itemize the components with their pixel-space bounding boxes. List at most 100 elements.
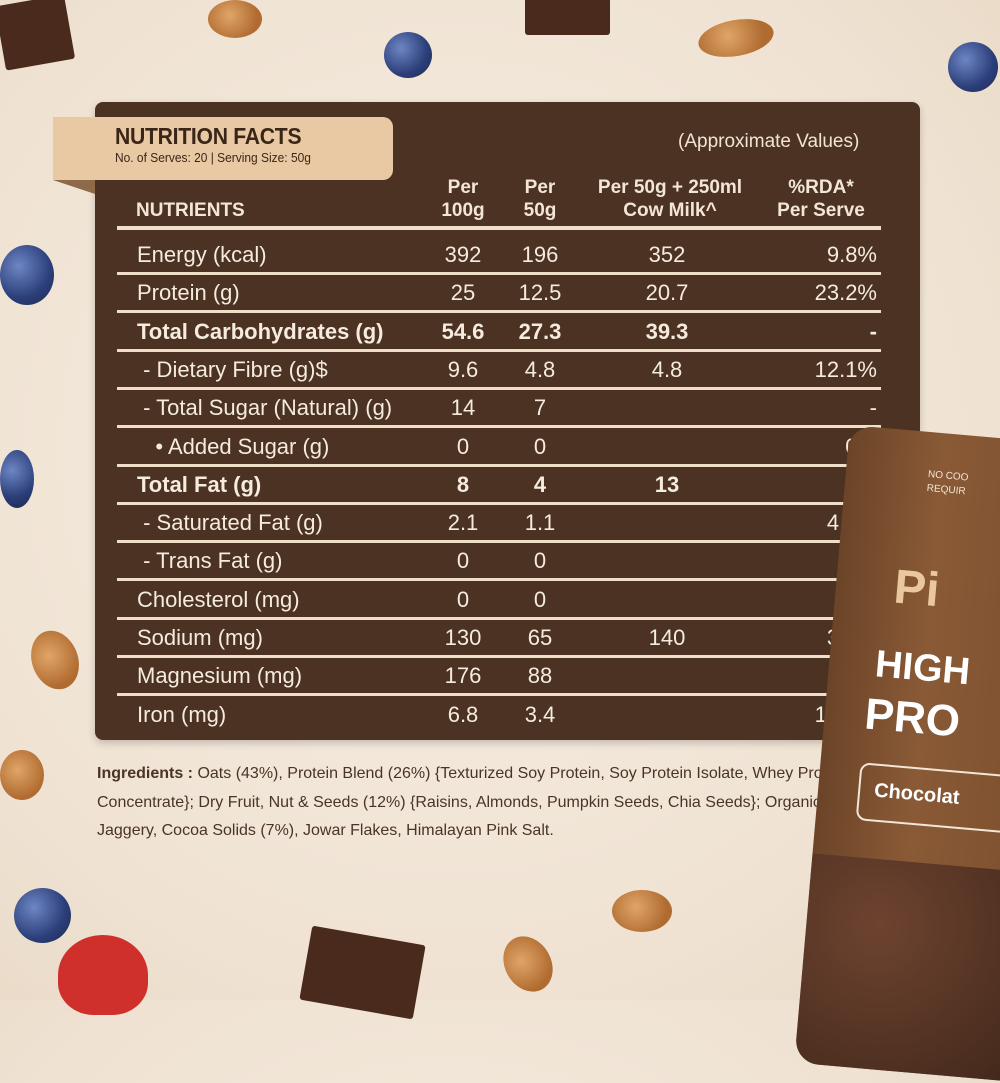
blueberry — [384, 32, 432, 78]
row-divider — [117, 272, 881, 275]
ingredients-label: Ingredients : — [97, 765, 194, 782]
table-row: Energy (kcal) 392 196 352 9.8% — [117, 236, 881, 274]
header-divider — [117, 226, 881, 230]
row-divider — [117, 425, 881, 429]
row-divider — [117, 348, 881, 352]
blueberry — [948, 42, 998, 92]
value-per-100g: 0 — [456, 433, 470, 459]
nutrition-table-panel — [95, 102, 920, 740]
value-per-50g: 12.5 — [518, 280, 562, 306]
nutrient-name: - Dietary Fibre (g)$ — [137, 356, 328, 382]
value-per-50g: 7 — [533, 395, 547, 421]
value-per-100g: 0 — [456, 548, 470, 574]
value-per-50g: 3.4 — [524, 701, 556, 727]
value-per-50g: 65 — [527, 625, 553, 650]
table-row: Cholesterol (mg) 0 0 - — [117, 581, 881, 619]
value-with-milk: 140 — [648, 625, 686, 650]
header-per-50g-milk: Per 50g + 250ml Cow Milk^ — [580, 176, 760, 222]
ingredients-text: Ingredients : Oats (43%), Protein Blend … — [97, 760, 857, 846]
nutrient-name: Protein (g) — [137, 280, 240, 306]
value-per-100g: 0 — [456, 586, 470, 612]
table-row: Iron (mg) 6.8 3.4 17.9% — [117, 696, 881, 734]
chocolate-piece — [299, 925, 426, 1020]
nutrient-name: Total Carbohydrates (g) — [137, 318, 384, 344]
row-divider — [117, 655, 881, 658]
pouch-flavour: Chocolat — [855, 762, 1000, 838]
table-row: Sodium (mg) 130 65 140 3.3% — [117, 619, 881, 657]
value-per-100g: 6.8 — [447, 701, 479, 727]
almond — [0, 750, 44, 800]
pouch-line1: HIGH — [873, 643, 972, 694]
almond — [493, 927, 563, 1001]
value-per-50g: 196 — [521, 242, 559, 267]
header-per-100g: Per 100g — [423, 176, 503, 222]
row-divider — [117, 463, 881, 467]
header-line: 100g — [441, 200, 485, 221]
nutrient-name: Iron (mg) — [137, 701, 227, 727]
table-row: • Added Sugar (g) 0 0 0% — [117, 428, 881, 466]
row-divider — [117, 578, 881, 582]
nutrient-name: Energy (kcal) — [137, 242, 267, 267]
table-row: - Dietary Fibre (g)$ 9.6 4.8 4.8 12.1% — [117, 351, 881, 389]
nutrient-name: • Added Sugar (g) — [137, 433, 330, 459]
table-row: Protein (g) 25 12.5 20.7 23.2% — [117, 274, 881, 312]
value-per-50g: 88 — [527, 663, 553, 689]
value-per-100g: 14 — [450, 395, 476, 421]
tab-fold — [53, 180, 95, 194]
value-per-50g: 0 — [533, 586, 547, 612]
header-line: 50g — [523, 200, 557, 221]
row-divider — [117, 693, 881, 697]
chocolate-piece — [525, 0, 610, 35]
nutrient-name: - Total Sugar (Natural) (g) — [137, 395, 393, 421]
nutrient-name: Magnesium (mg) — [137, 663, 303, 689]
nutrient-name: - Trans Fat (g) — [137, 548, 283, 574]
header-line: Per 50g + 250ml — [597, 177, 743, 198]
value-per-100g: 2.1 — [447, 510, 479, 536]
table-row: - Total Sugar (Natural) (g) 14 7 - — [117, 389, 881, 427]
pouch-brand: Pi — [891, 560, 942, 618]
value-per-50g: 0 — [533, 433, 547, 459]
value-per-50g: 1.1 — [524, 510, 556, 536]
header-nutrients: NUTRIENTS — [136, 200, 245, 221]
almond — [23, 623, 87, 697]
value-per-100g: 130 — [444, 625, 482, 650]
chocolate-piece — [0, 0, 76, 71]
value-per-100g: 392 — [444, 242, 482, 267]
row-divider — [117, 616, 881, 620]
row-divider — [117, 540, 881, 544]
header-rda: %RDA* Per Serve — [766, 176, 876, 222]
table-row: - Saturated Fat (g) 2.1 1.1 4.8% — [117, 504, 881, 542]
table-row: Total Fat (g) 8 4 13 6% — [117, 466, 881, 504]
value-per-50g: 4 — [533, 471, 547, 497]
pouch-bowl-image — [794, 853, 1000, 1083]
value-per-100g: 54.6 — [441, 318, 485, 344]
nutrient-name: - Saturated Fat (g) — [137, 510, 323, 536]
row-divider — [117, 501, 881, 505]
table-row: - Trans Fat (g) 0 0 0% — [117, 542, 881, 580]
row-divider — [117, 386, 881, 390]
value-rda: - — [869, 395, 877, 421]
header-line: Per — [524, 177, 556, 198]
header-line: Cow Milk^ — [623, 200, 717, 221]
nutrition-facts-title: NUTRITION FACTS — [115, 123, 302, 149]
almond — [612, 890, 672, 932]
nutrient-name: Total Fat (g) — [137, 471, 262, 497]
nutrient-name: Cholesterol (mg) — [137, 586, 300, 612]
approximate-values-note: (Approximate Values) — [678, 131, 860, 152]
table-row: Magnesium (mg) 176 88 20% — [117, 657, 881, 695]
value-per-100g: 9.6 — [447, 356, 479, 382]
value-with-milk: 39.3 — [645, 318, 689, 344]
blueberry — [14, 888, 71, 943]
table-row: Total Carbohydrates (g) 54.6 27.3 39.3 - — [117, 313, 881, 351]
row-divider — [117, 310, 881, 314]
blueberry — [0, 450, 34, 508]
value-rda: 9.8% — [826, 242, 877, 267]
value-per-100g: 8 — [456, 471, 470, 497]
header-per-50g: Per 50g — [500, 176, 580, 222]
value-per-100g: 25 — [450, 280, 476, 306]
pouch-line2: PRO — [862, 689, 963, 747]
almond — [695, 13, 777, 63]
value-with-milk: 20.7 — [645, 280, 689, 306]
value-with-milk: 4.8 — [651, 356, 683, 382]
header-line: Per Serve — [777, 200, 865, 221]
